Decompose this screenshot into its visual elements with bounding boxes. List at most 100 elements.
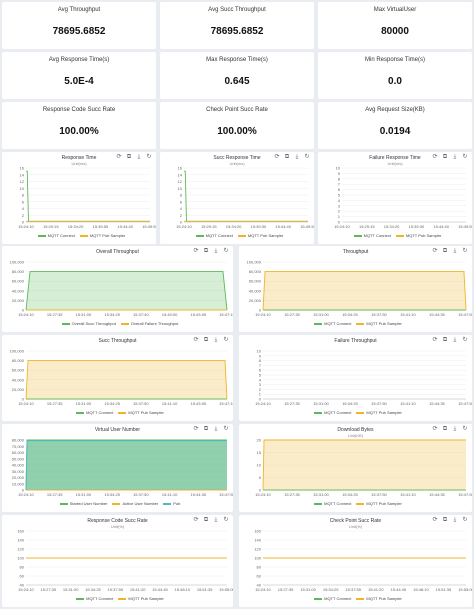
download-icon[interactable]: ⤓ [453,248,457,254]
chart-unit: Unit(KB) [347,433,364,438]
copy-icon[interactable]: ⧉ [442,426,448,432]
legend-item[interactable]: MQTT Pub Sampler [113,596,164,601]
refresh-icon[interactable]: ⟳ [193,248,199,254]
chart-card: Failure Throughput ⟳ ⧉ ⤓ ↻ 0 1 2 3 4 5 6 7 8 9 10 15:24:… [239,335,472,421]
legend-item[interactable]: Overall Succ Throughput [57,321,116,326]
chart-legend: MQTT Connect MQTT Pub Sampler [2,596,233,601]
refresh-icon[interactable]: ⟳ [193,337,199,343]
refresh-icon[interactable]: ⟳ [432,426,438,432]
series-line [262,271,467,311]
legend-item[interactable]: MQTT Connect [191,233,233,238]
download-icon[interactable]: ⤓ [137,154,141,160]
download-icon[interactable]: ⤓ [453,517,457,523]
refresh-icon[interactable]: ⟳ [432,248,438,254]
legend-item[interactable]: MQTT Connect [71,410,113,415]
x-tick-label: 15:51:35 [197,587,213,592]
legend-label: MQTT Pub Sampler [128,410,164,415]
reset-icon[interactable]: ↻ [462,154,468,160]
legend-item[interactable]: MQTT Connect [71,596,113,601]
y-tick-label: 0 [259,308,262,313]
download-icon[interactable]: ⤓ [453,426,457,432]
reset-icon[interactable]: ↻ [223,337,229,343]
download-icon[interactable]: ⤓ [214,248,218,254]
x-tick-label: 15:55:00 [458,587,472,592]
refresh-icon[interactable]: ⟳ [193,426,199,432]
chart-card: Response Code Succ Rate Unit(%) ⟳ ⧉ ⤓ ↻ 40 60 80… [2,515,233,607]
reset-icon[interactable]: ↻ [462,248,468,254]
chart-card: Throughput ⟳ ⧉ ⤓ ↻ 0 20,000 40,000 60,000 80,000 1… [239,246,472,332]
x-tick-label: 15:47:55 [458,492,472,497]
series-line [25,271,228,311]
stat-card: Max Response Time(s) 0.645 [160,52,314,99]
reset-icon[interactable]: ↻ [223,248,229,254]
legend-item[interactable]: MQTT Pub Sampler [391,233,441,238]
chart-title: Succ Response Time [213,155,261,161]
legend-item[interactable]: Overall Failure Throughput [116,321,178,326]
legend-item[interactable]: MQTT Pub Sampler [351,410,402,415]
legend-item[interactable]: MQTT Pub Sampler [75,233,126,238]
legend-item[interactable]: MQTT Connect [309,501,351,506]
reset-icon[interactable]: ↻ [462,426,468,432]
download-icon[interactable]: ⤓ [453,337,457,343]
legend-item[interactable]: MQTT Pub Sampler [233,233,283,238]
y-tick-label: 10 [257,349,262,354]
copy-icon[interactable]: ⧉ [126,154,132,160]
refresh-icon[interactable]: ⟳ [274,154,280,160]
download-icon[interactable]: ⤓ [214,337,218,343]
y-tick-label: 1 [338,214,341,219]
refresh-icon[interactable]: ⟳ [193,517,199,523]
x-tick-label: 15:34:25 [104,401,120,406]
x-tick-label: 15:47:15 [219,401,233,406]
copy-icon[interactable]: ⧉ [203,337,209,343]
download-icon[interactable]: ⤓ [453,154,457,160]
copy-icon[interactable]: ⧉ [442,154,448,160]
copy-icon[interactable]: ⧉ [442,337,448,343]
reset-icon[interactable]: ↻ [304,154,310,160]
x-tick-label: 15:39:30 [251,224,267,229]
legend-item[interactable]: MQTT Connect [33,233,75,238]
y-tick-label: 80,000 [12,438,25,443]
chart-legend: MQTT Connect MQTT Pub Sampler [160,233,314,238]
download-icon[interactable]: ⤓ [214,426,218,432]
reset-icon[interactable]: ↻ [462,337,468,343]
legend-item[interactable]: MQTT Connect [309,410,351,415]
y-tick-label: 0 [259,488,262,493]
copy-icon[interactable]: ⧉ [442,517,448,523]
download-icon[interactable]: ⤓ [214,517,218,523]
legend-item[interactable]: Pub [158,501,180,506]
x-tick-label: 15:27:35 [284,312,300,317]
copy-icon[interactable]: ⧉ [284,154,290,160]
legend-swatch [314,502,323,505]
legend-item[interactable]: MQTT Pub Sampler [113,410,164,415]
copy-icon[interactable]: ⧉ [442,248,448,254]
refresh-icon[interactable]: ⟳ [432,517,438,523]
legend-item[interactable]: MQTT Pub Sampler [351,321,402,326]
legend-item[interactable]: MQTT Connect [309,321,351,326]
refresh-icon[interactable]: ⟳ [432,154,438,160]
legend-item[interactable]: Active User Number [107,501,158,506]
chart-plot: 0 20,000 40,000 60,000 80,000 100,000 15:24:10… [10,349,233,407]
copy-icon[interactable]: ⧉ [203,517,209,523]
legend-item[interactable]: MQTT Connect [349,233,391,238]
y-tick-label: 60,000 [12,368,25,373]
copy-icon[interactable]: ⧉ [203,248,209,254]
refresh-icon[interactable]: ⟳ [116,154,122,160]
legend-item[interactable]: MQTT Connect [309,596,351,601]
legend-label: MQTT Pub Sampler [89,233,126,238]
x-tick-label: 15:44:35 [429,401,445,406]
legend-item[interactable]: Started User Number [55,501,107,506]
reset-icon[interactable]: ↻ [223,517,229,523]
x-tick-label: 15:27:35 [284,492,300,497]
x-tick-label: 15:34:25 [342,401,358,406]
chart-title: Succ Throughput [98,338,137,344]
reset-icon[interactable]: ↻ [223,426,229,432]
legend-swatch [76,411,85,414]
reset-icon[interactable]: ↻ [462,517,468,523]
refresh-icon[interactable]: ⟳ [432,337,438,343]
reset-icon[interactable]: ↻ [146,154,152,160]
copy-icon[interactable]: ⧉ [203,426,209,432]
download-icon[interactable]: ⤓ [295,154,299,160]
legend-swatch [76,597,85,600]
legend-item[interactable]: MQTT Pub Sampler [351,501,402,506]
legend-item[interactable]: MQTT Pub Sampler [351,596,402,601]
